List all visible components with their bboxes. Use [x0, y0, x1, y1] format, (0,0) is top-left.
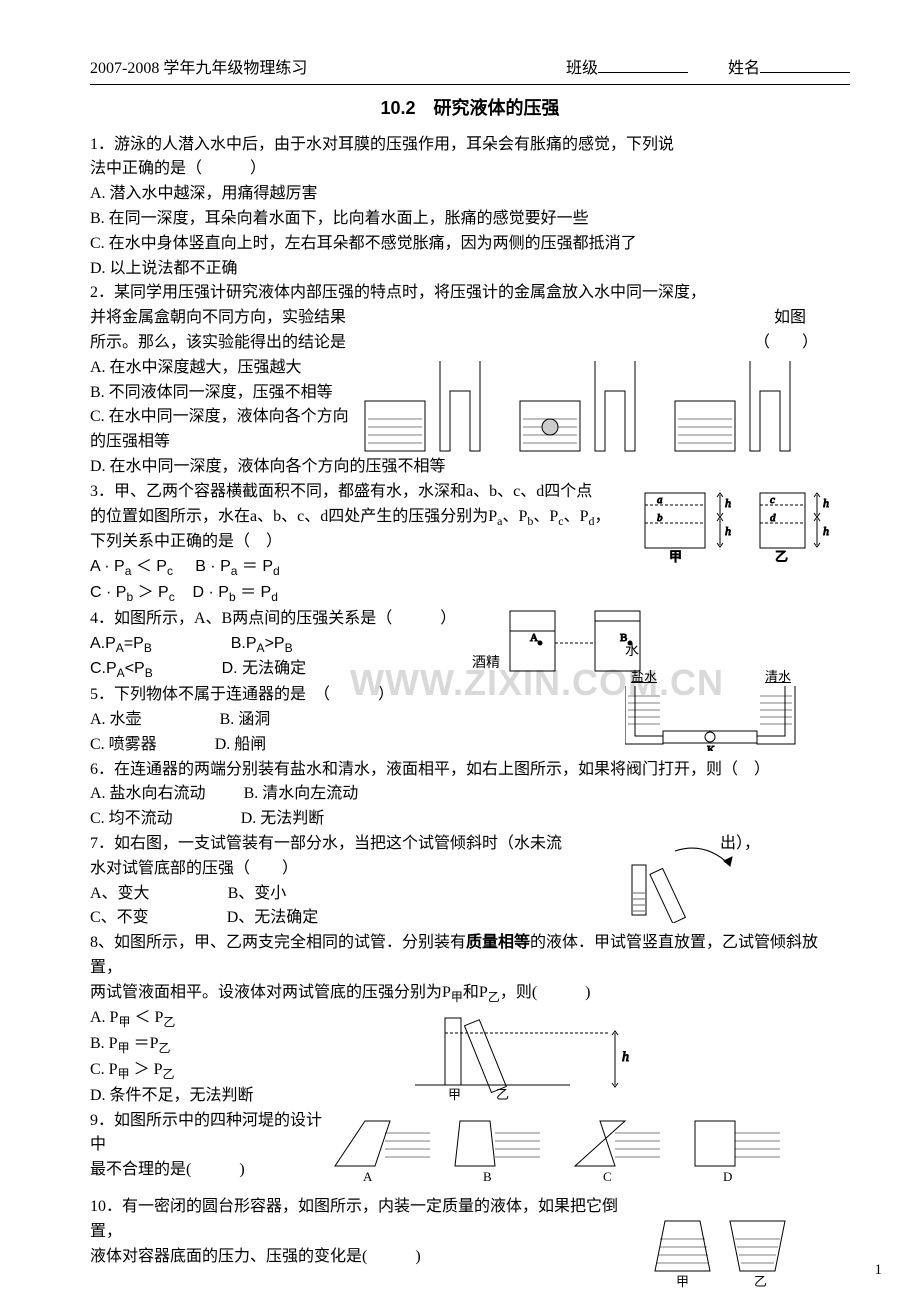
svg-text:a: a — [657, 494, 663, 506]
svg-text:B: B — [483, 1169, 492, 1184]
svg-text:A: A — [363, 1169, 373, 1184]
q8-l1a: 8、如图所示，甲、乙两支完全相同的试管．分别装有 — [90, 934, 466, 951]
manometer-diagram — [360, 341, 820, 461]
class-blank — [598, 56, 688, 73]
svg-text:C: C — [603, 1169, 612, 1184]
q3-optC: C · Pb ＞ Pc — [90, 584, 175, 601]
svg-text:D: D — [723, 1169, 732, 1184]
q5-optC: C. 喷雾器 — [90, 736, 157, 753]
q6-optA: A. 盐水向右流动 — [90, 785, 206, 802]
q9-figure: A B C D — [325, 1111, 795, 1195]
q7-optC: C、不变 — [90, 909, 149, 926]
question-6: 6．在连通器的两端分别装有盐水和清水，液面相平，如右上图所示，如果将阀门打开，则… — [90, 758, 850, 832]
q1-stem2: 法中正确的是（ ） — [90, 157, 850, 182]
q3-optB: B · Pa ＝ Pd — [195, 558, 280, 575]
q4-optC: C.PA<PB — [90, 660, 153, 677]
svg-text:甲: 甲 — [676, 1274, 689, 1289]
q6-optB: B. 清水向左流动 — [244, 785, 359, 802]
content-area: WWW.ZIXIN.COM.CN 1．游泳的人潜入水中后，由于水对耳膜的压强作用… — [90, 133, 850, 1270]
name-label: 姓名 — [728, 57, 760, 82]
header-left: 2007-2008 学年九年级物理练习 — [90, 57, 307, 82]
page-header: 2007-2008 学年九年级物理练习 班级 姓名 — [90, 56, 850, 85]
q6-figure: K 盐水 清水 — [625, 681, 825, 760]
svg-text:乙: 乙 — [775, 549, 788, 563]
q8-jia: 甲 — [448, 1087, 461, 1102]
svg-text:d: d — [770, 512, 776, 524]
frustum-icon: 甲 乙 — [640, 1211, 810, 1291]
svg-text:h: h — [823, 524, 829, 538]
q6-optD: D. 无法判断 — [241, 810, 325, 827]
q1-optB: B. 在同一深度，耳朵向着水面下，比向着水面上，胀痛的感觉要好一些 — [90, 207, 850, 232]
q8-bold: 质量相等 — [466, 934, 530, 951]
svg-text:h: h — [622, 1050, 629, 1065]
q7-optD: D、无法确定 — [227, 909, 319, 926]
svg-text:乙: 乙 — [754, 1274, 767, 1289]
q1-optC: C. 在水中身体竖直向上时，左右耳朵都不感觉胀痛，因为两侧的压强都抵消了 — [90, 232, 850, 257]
section-title: 10.2 研究液体的压强 — [90, 95, 850, 123]
q6-l1: 6．在连通器的两端分别装有盐水和清水，液面相平，如右上图所示，如果将阀门打开，则… — [90, 758, 850, 783]
two-vessels-icon: 甲 a b h h 乙 c d h h — [635, 485, 845, 563]
dam-shapes-icon: A B C D — [325, 1111, 795, 1186]
question-4: 4．如图所示，A、B两点间的压强关系是（ ） A.PA=PB B.PA>PB C… — [90, 607, 850, 683]
svg-text:h: h — [725, 524, 731, 538]
name-blank — [760, 56, 850, 73]
page-number: 1 — [875, 1259, 883, 1282]
class-label: 班级 — [566, 57, 598, 82]
q3-l2: 的位置如图所示，水在a、b、c、d四处产生的压强分别为P — [90, 508, 497, 525]
q10-figure: 甲 乙 — [640, 1211, 810, 1300]
q4-optA: A.PA=PB — [90, 635, 152, 652]
q7-optB: B、变小 — [228, 885, 287, 902]
svg-text:b: b — [657, 512, 663, 524]
svg-text:h: h — [725, 496, 731, 510]
q1-optA: A. 潜入水中越深，用痛得越厉害 — [90, 182, 850, 207]
two-tubes-icon: h 甲 乙 — [410, 1003, 650, 1103]
q7-optA: A、变大 — [90, 885, 150, 902]
q8-yi: 乙 — [496, 1087, 509, 1102]
q8-l2: 两试管液面相平。设液体对两试管底的压强分别为P甲和P乙，则( ) — [90, 984, 591, 1001]
q1-stem1: 1．游泳的人潜入水中后，由于水对耳膜的压强作用，耳朵会有胀痛的感觉，下列说 — [90, 133, 850, 158]
q2-l1: 2．某同学用压强计研究液体内部压强的特点时，将压强计的金属盒放入水中同一深度， — [90, 281, 850, 306]
q5-optA: A. 水壶 — [90, 711, 142, 728]
tilted-tube-icon — [620, 843, 760, 923]
q7-figure — [620, 843, 760, 932]
q7-l1a: 7．如右图，一支试管装有一部分水，当把这个试管倾斜时（水未流 — [90, 835, 562, 852]
q3-optD: D · Pb ＝ Pd — [193, 584, 278, 601]
svg-text:K: K — [707, 744, 715, 751]
q2-figure — [360, 341, 820, 470]
q5-optD: D. 船闸 — [215, 736, 267, 753]
q4-l1: 4．如图所示，A、B两点间的压强关系是（ ） — [90, 607, 850, 632]
q3-figure: 甲 a b h h 乙 c d h h — [635, 485, 845, 572]
q5-optB: B. 涵洞 — [220, 711, 271, 728]
svg-text:甲: 甲 — [669, 549, 682, 563]
svg-text:h: h — [823, 496, 829, 510]
question-1: 1．游泳的人潜入水中后，由于水对耳膜的压强作用，耳朵会有胀痛的感觉，下列说 法中… — [90, 133, 850, 282]
q4-optB: B.PA>PB — [231, 635, 293, 652]
q8-figure: h 甲 乙 — [410, 1003, 650, 1112]
q2-l2b: 如图 — [774, 309, 806, 326]
q1-optD: D. 以上说法都不正确 — [90, 257, 850, 282]
q3-optA: A · Pa ＜ Pc — [90, 558, 173, 575]
q6-optC: C. 均不流动 — [90, 810, 173, 827]
svg-text:c: c — [770, 494, 775, 506]
q4-optD: D. 无法确定 — [222, 660, 306, 677]
q2-l3a: 所示。那么，该实验能得出的结论是 — [90, 334, 346, 351]
u-tube-valve-icon: K — [625, 681, 825, 751]
q2-l2a: 并将金属盒朝向不同方向，实验结果 — [90, 309, 346, 326]
